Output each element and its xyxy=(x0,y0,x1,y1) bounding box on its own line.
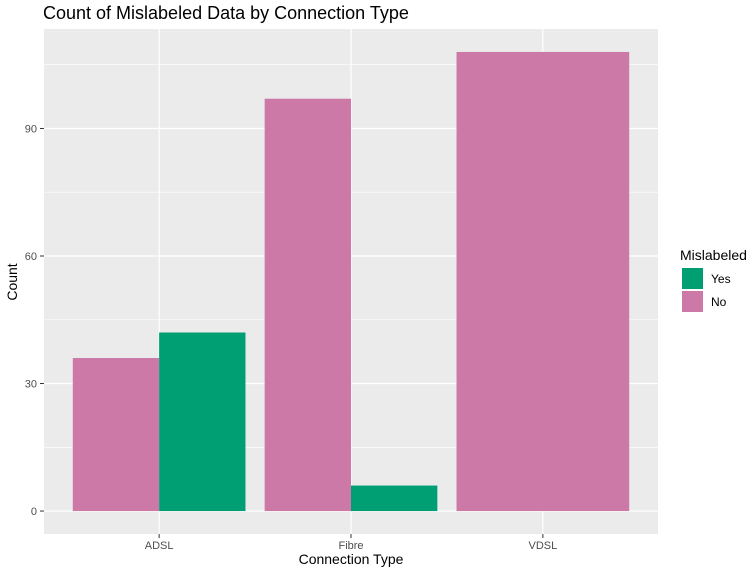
chart-title: Count of Mislabeled Data by Connection T… xyxy=(43,3,409,23)
y-tick-label: 90 xyxy=(25,123,37,135)
legend-key-yes xyxy=(682,268,703,289)
y-tick-label: 0 xyxy=(31,506,37,518)
bar-no-adsl xyxy=(72,358,160,512)
bars xyxy=(72,51,630,512)
y-axis-title: Count xyxy=(4,263,20,300)
bar-yes-adsl xyxy=(159,332,246,512)
y-axis: 0 30 60 90 xyxy=(25,123,44,518)
y-tick-label: 30 xyxy=(25,379,37,391)
bar-yes-fibre xyxy=(351,485,438,512)
legend-label-no: No xyxy=(711,295,727,309)
y-tick-label: 60 xyxy=(25,251,37,263)
bar-no-vdsl xyxy=(456,51,630,512)
x-tick-label: VDSL xyxy=(529,540,558,552)
x-axis-title: Connection Type xyxy=(299,551,404,567)
x-tick-label: ADSL xyxy=(145,540,174,552)
x-axis: ADSL Fibre VDSL xyxy=(145,534,558,552)
legend-key-no xyxy=(682,291,703,312)
legend-label-yes: Yes xyxy=(711,272,731,286)
legend-title: Mislabeled xyxy=(680,247,747,263)
x-tick-label: Fibre xyxy=(338,540,363,552)
bar-no-fibre xyxy=(264,98,351,512)
legend: Mislabeled Yes No xyxy=(680,247,747,312)
